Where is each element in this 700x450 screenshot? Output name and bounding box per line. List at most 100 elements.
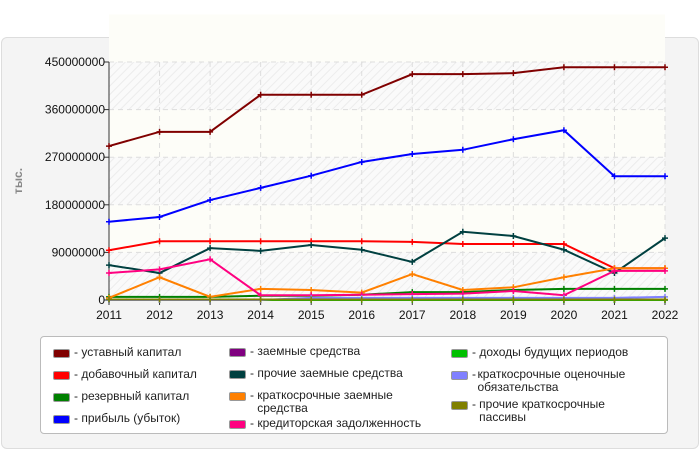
data-point [459, 228, 466, 235]
series-прочие-краткосрочные-пассивы [106, 296, 668, 303]
plot-area [109, 62, 665, 300]
chart-legend: - уставный капитал - добавочный капитал - … [40, 336, 668, 434]
x-tick-label: 2021 [601, 308, 628, 322]
legend-label: прочие заемные средства [257, 366, 403, 380]
data-point [207, 238, 214, 245]
legend-swatch [451, 371, 468, 380]
data-point [611, 173, 618, 180]
data-point [611, 285, 618, 292]
x-tick-label: 2013 [197, 308, 224, 322]
series-line [108, 129, 665, 223]
data-point [560, 274, 567, 281]
data-point [459, 296, 466, 303]
data-point [409, 151, 416, 158]
data-point [156, 213, 163, 220]
data-point [156, 274, 163, 281]
legend-label: кредиторская задолженность [257, 416, 422, 430]
data-point [358, 296, 365, 303]
data-point [156, 296, 163, 303]
plot-band [109, 204, 665, 253]
legend-swatch [53, 349, 70, 358]
data-point [611, 296, 618, 303]
legend-separator: - [250, 416, 258, 430]
legend-item: - прочие краткосрочные пассивы [451, 398, 651, 424]
legend-swatch [451, 349, 468, 358]
legend-swatch [229, 392, 246, 401]
data-point [560, 64, 567, 71]
series-уставный-капитал [106, 64, 668, 150]
legend-item: - кредиторская задолженность [229, 417, 444, 430]
legend-separator: - [472, 367, 476, 394]
legend-item: - прочие заемные средства [229, 367, 444, 380]
data-point [156, 238, 163, 245]
legend-separator: - [74, 345, 82, 359]
legend-label: прибыль (убыток) [81, 411, 181, 425]
x-tick-label: 2011 [96, 308, 122, 322]
legend-item: - заемные средства [229, 345, 444, 358]
data-point [560, 127, 567, 134]
data-point [207, 296, 214, 303]
legend-label: краткосрочные оценочные обязательства [477, 367, 626, 394]
legend-item: - добавочный капитал [53, 368, 223, 381]
plot-band [109, 109, 665, 158]
data-point [510, 288, 517, 295]
legend-item: - уставный капитал [53, 346, 223, 359]
data-point [662, 64, 668, 71]
y-tick-label: 450000000 [45, 55, 105, 69]
legend-swatch [451, 401, 468, 410]
data-point [106, 270, 112, 277]
data-point [257, 296, 264, 303]
legend-label: краткосрочные заемные средства [257, 388, 393, 415]
y-tick-label: 90000000 [52, 245, 106, 259]
legend-separator: - [472, 345, 480, 359]
data-point [358, 158, 365, 165]
data-point [106, 218, 112, 225]
data-point [358, 246, 365, 253]
series-прибыль-(убыток) [106, 127, 668, 225]
legend-item: - прибыль (убыток) [53, 412, 223, 425]
data-point [510, 70, 517, 77]
data-point [662, 173, 668, 180]
legend-label: доходы будущих периодов [479, 345, 629, 359]
data-point [510, 240, 517, 247]
x-tick-label: 2019 [500, 308, 527, 322]
x-tick-label: 2012 [146, 308, 173, 322]
data-point [257, 285, 264, 292]
plot-band [109, 14, 665, 62]
data-point [308, 172, 315, 179]
legend-label: уставный капитал [81, 345, 182, 359]
legend-swatch [53, 371, 70, 380]
legend-label: заемные средства [257, 344, 361, 358]
x-tick-label: 2020 [551, 308, 578, 322]
legend-label: резервный капитал [81, 389, 190, 403]
legend-item: - доходы будущих периодов [451, 346, 651, 359]
data-point [156, 128, 163, 135]
data-point [560, 296, 567, 303]
data-point [257, 184, 264, 191]
data-point [106, 296, 112, 303]
x-tick-label: 2015 [298, 308, 325, 322]
legend-swatch [229, 420, 246, 429]
legend-separator: - [74, 367, 82, 381]
data-point [510, 136, 517, 143]
legend-separator: - [472, 397, 476, 424]
data-point [308, 241, 315, 248]
data-point [510, 233, 517, 240]
legend-swatch [53, 393, 70, 402]
data-point [257, 91, 264, 98]
data-point [257, 247, 264, 254]
data-point [662, 296, 668, 303]
data-point [207, 245, 214, 252]
data-point [662, 235, 668, 242]
series-line [108, 66, 665, 148]
data-point [409, 258, 416, 265]
series-line [108, 240, 665, 270]
x-tick-label: 2022 [652, 308, 679, 322]
legend-separator: - [250, 344, 258, 358]
legend-item: - резервный капитал [53, 390, 223, 403]
data-point [459, 240, 466, 247]
legend-label: добавочный капитал [81, 367, 197, 381]
data-point [560, 285, 567, 292]
x-tick-label: 2014 [247, 308, 274, 322]
